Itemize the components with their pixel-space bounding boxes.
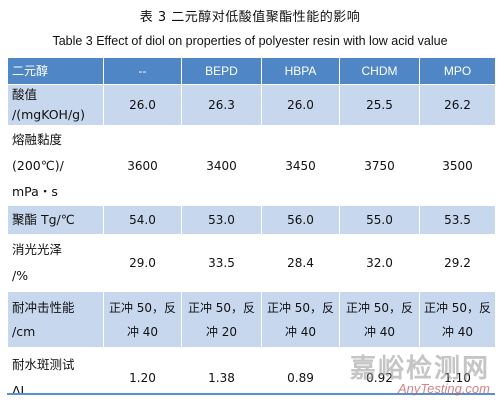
header-cell: CHDM [339, 57, 420, 85]
data-table: 二元醇 -- BEPD HBPA CHDM MPO 酸值/(mgKOH/g) 2… [7, 57, 496, 408]
row-label: 消光光泽/% [7, 234, 104, 292]
table-cell: 1.38 [181, 347, 262, 408]
header-cell: BEPD [181, 57, 262, 85]
table-cell: 正冲 50，反冲 40 [261, 291, 340, 348]
table-cell: 正冲 50，反冲 40 [339, 291, 420, 348]
table-cell: 正冲 50，反冲 40 [103, 291, 182, 348]
table-cell: 3500 [419, 125, 496, 206]
table-cell: 29.2 [419, 234, 496, 292]
table-cell: 29.0 [103, 234, 182, 292]
table-cell: 55.0 [339, 205, 420, 235]
row-label: 耐水斑测试 ΔL [7, 347, 104, 408]
table-cell: 正冲 50，反冲 40 [419, 291, 496, 348]
table-cell: 56.0 [261, 205, 340, 235]
table-cell: 1.10 [419, 347, 496, 408]
table-cell: 54.0 [103, 205, 182, 235]
table-row: 耐水斑测试 ΔL 1.20 1.38 0.89 0.92 1.10 [7, 347, 496, 408]
header-cell: HBPA [261, 57, 340, 85]
table-title-english: Table 3 Effect of diol on properties of … [52, 34, 448, 48]
table-cell: 3450 [261, 125, 340, 206]
table-cell: 53.0 [181, 205, 262, 235]
row-label: 酸值/(mgKOH/g) [7, 84, 104, 126]
table-row: 酸值/(mgKOH/g) 26.0 26.3 26.0 25.5 26.2 [7, 84, 496, 126]
table-cell: 3750 [339, 125, 420, 206]
row-label: 聚酯 Tg/℃ [7, 205, 104, 235]
table-cell: 28.4 [261, 234, 340, 292]
table-row: 消光光泽/% 29.0 33.5 28.4 32.0 29.2 [7, 234, 496, 292]
table-cell: 32.0 [339, 234, 420, 292]
table-cell: 26.0 [261, 84, 340, 126]
header-cell: 二元醇 [7, 57, 104, 85]
table-cell: 53.5 [419, 205, 496, 235]
table-cell: 1.20 [103, 347, 182, 408]
table-row: 熔融黏度 (200℃)/mPa・s 3600 3400 3450 3750 350… [7, 125, 496, 206]
table-cell: 33.5 [181, 234, 262, 292]
header-cell: MPO [419, 57, 496, 85]
table-cell: 26.3 [181, 84, 262, 126]
table-cell: 正冲 50，反冲 20 [181, 291, 262, 348]
watermark-cn: 嘉峪检测网 [349, 354, 490, 384]
table-cell: 3600 [103, 125, 182, 206]
table-cell: 26.0 [103, 84, 182, 126]
row-label: 耐冲击性能/cm [7, 291, 104, 348]
watermark-en: AnyTesting.com [397, 381, 490, 396]
table-cell: 3400 [181, 125, 262, 206]
table-bottom-rule [7, 393, 495, 395]
header-cell: -- [103, 57, 182, 85]
table-row: 聚酯 Tg/℃ 54.0 53.0 56.0 55.0 53.5 [7, 205, 496, 235]
table-row: 耐冲击性能/cm 正冲 50，反冲 40 正冲 50，反冲 20 正冲 50，反… [7, 291, 496, 348]
table-title-chinese: 表 3 二元醇对低酸值聚酯性能的影响 [139, 10, 361, 25]
table-cell: 0.89 [261, 347, 340, 408]
watermark-logo: 嘉峪检测网 AnyTesting.com [350, 348, 490, 396]
table-header-row: 二元醇 -- BEPD HBPA CHDM MPO [7, 57, 496, 85]
table-cell: 0.92 [339, 347, 420, 408]
table-cell: 25.5 [339, 84, 420, 126]
table-cell: 26.2 [419, 84, 496, 126]
row-label: 熔融黏度 (200℃)/mPa・s [7, 125, 104, 206]
